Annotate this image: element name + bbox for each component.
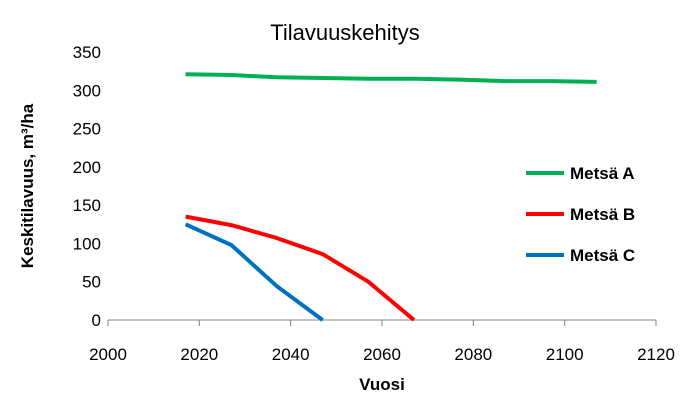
axes: 2000 2020 2040 2060 2080 2100 2120 0 50 100 150 200… (73, 43, 675, 364)
series-lines (184, 72, 597, 322)
series-line-3 (184, 222, 324, 322)
x-axis-label: Vuosi (359, 375, 405, 394)
x-tick-label: 2100 (546, 345, 584, 364)
chart-title: Tilavuuskehitys (270, 20, 420, 45)
y-axis-label: Keskitilavuus, m³/ha (18, 103, 37, 268)
x-tick-label: 2000 (89, 345, 127, 364)
legend-label-2: Metsä B (570, 205, 635, 224)
series-line-1 (185, 72, 597, 84)
y-tick-label: 300 (73, 81, 101, 100)
series-line-2 (185, 214, 416, 322)
y-tick-label: 50 (82, 273, 101, 292)
y-tick-label: 200 (73, 158, 101, 177)
x-tick-label: 2040 (272, 345, 310, 364)
x-tick-label: 2060 (363, 345, 401, 364)
x-tick-label: 2020 (180, 345, 218, 364)
y-tick-label: 350 (73, 43, 101, 62)
x-tick-label: 2080 (454, 345, 492, 364)
y-tick-label: 250 (73, 120, 101, 139)
y-tick-label: 0 (92, 311, 101, 330)
y-tick-label: 150 (73, 196, 101, 215)
y-tick-label: 100 (73, 234, 101, 253)
legend: Metsä A Metsä B Metsä C (526, 164, 635, 265)
legend-label-1: Metsä A (570, 164, 635, 183)
x-tick-label: 2120 (637, 345, 675, 364)
legend-label-3: Metsä C (570, 246, 635, 265)
